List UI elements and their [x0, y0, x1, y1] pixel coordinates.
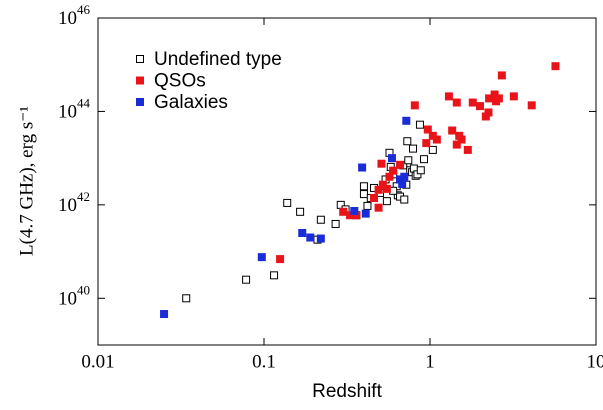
- marker: [468, 98, 477, 107]
- marker: [270, 271, 279, 280]
- marker: [382, 197, 391, 206]
- marker: [387, 154, 396, 163]
- marker: [416, 166, 425, 175]
- marker: [296, 207, 305, 216]
- y-tick-label: 1042: [58, 189, 90, 216]
- marker: [374, 203, 383, 212]
- marker: [475, 102, 484, 111]
- marker: [396, 160, 405, 169]
- y-tick-base: 10: [58, 195, 77, 216]
- marker: [404, 156, 413, 165]
- y-tick-base: 10: [58, 8, 77, 29]
- marker: [448, 126, 457, 135]
- marker: [400, 172, 409, 181]
- marker: [283, 198, 292, 207]
- marker: [494, 94, 503, 103]
- y-tick-exponent: 40: [77, 282, 90, 297]
- y-tick-label: 1040: [58, 282, 90, 309]
- marker: [428, 131, 437, 140]
- marker: [374, 185, 383, 194]
- marker: [497, 71, 506, 80]
- marker: [400, 195, 409, 204]
- y-tick-label: 1044: [58, 95, 91, 122]
- marker: [350, 206, 359, 215]
- y-tick-exponent: 42: [77, 189, 90, 204]
- marker: [276, 255, 285, 264]
- x-tick-label: 1: [425, 351, 435, 372]
- marker: [484, 108, 493, 117]
- y-tick-label: 1046: [58, 2, 91, 29]
- x-tick-label: 0.1: [252, 351, 276, 372]
- marker: [403, 137, 412, 146]
- y-tick-exponent: 44: [77, 95, 91, 110]
- marker: [481, 112, 490, 121]
- plot-frame: [97, 17, 597, 346]
- marker: [316, 215, 325, 224]
- marker: [363, 201, 372, 210]
- marker: [428, 145, 437, 154]
- y-tick-exponent: 46: [77, 2, 91, 17]
- legend-swatch: [136, 76, 144, 85]
- marker: [551, 62, 560, 71]
- x-axis-label: Redshift: [312, 381, 382, 402]
- marker: [402, 116, 411, 125]
- legend-swatch: [136, 55, 144, 63]
- legend-label: Undefined type: [154, 49, 282, 70]
- x-tick-label: 10: [587, 351, 603, 372]
- x-tick-label: 0.01: [81, 351, 114, 372]
- marker: [398, 179, 407, 188]
- marker: [415, 120, 424, 129]
- y-axis-label: L(4.7 GHz), erg s⁻¹: [16, 106, 37, 256]
- marker: [316, 234, 325, 243]
- marker: [463, 145, 472, 154]
- marker: [490, 90, 499, 99]
- marker: [306, 233, 315, 242]
- marker: [182, 294, 191, 303]
- marker: [331, 219, 340, 228]
- marker: [419, 155, 428, 164]
- marker: [389, 166, 398, 175]
- legend-label: Galaxies: [154, 92, 228, 113]
- marker: [432, 135, 441, 144]
- marker: [361, 209, 370, 218]
- marker: [378, 180, 387, 189]
- marker: [339, 207, 348, 216]
- marker: [242, 275, 251, 284]
- marker: [409, 144, 418, 153]
- marker: [377, 159, 386, 168]
- marker: [455, 131, 464, 140]
- marker: [346, 211, 355, 220]
- y-tick-base: 10: [58, 102, 77, 123]
- marker: [359, 182, 368, 191]
- marker: [452, 98, 461, 107]
- marker: [160, 310, 169, 319]
- marker: [452, 140, 461, 149]
- marker: [485, 94, 494, 103]
- marker: [382, 184, 391, 193]
- marker: [423, 125, 432, 134]
- marker: [444, 92, 453, 101]
- marker: [257, 253, 266, 262]
- marker: [509, 92, 518, 101]
- marker: [359, 190, 368, 199]
- y-tick-base: 10: [58, 289, 77, 310]
- marker: [527, 101, 536, 110]
- marker: [422, 139, 431, 148]
- marker: [410, 101, 419, 110]
- marker: [396, 175, 405, 184]
- marker: [370, 194, 379, 203]
- marker: [358, 163, 367, 172]
- legend-label: QSOs: [154, 71, 206, 92]
- marker: [298, 228, 307, 237]
- marker: [385, 172, 394, 181]
- marker: [352, 211, 361, 220]
- legend-swatch: [136, 98, 144, 106]
